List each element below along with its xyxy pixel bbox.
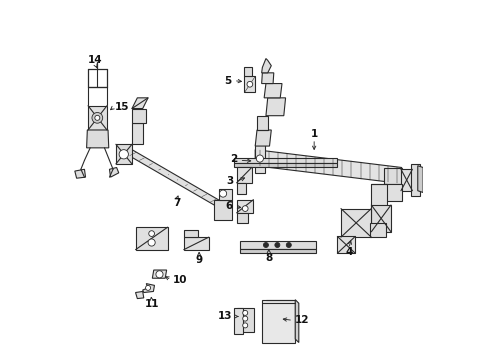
Polygon shape [233,163,337,167]
Text: 15: 15 [115,102,129,112]
Polygon shape [214,200,231,220]
Text: 5: 5 [224,76,231,86]
Text: 4: 4 [345,247,352,257]
Polygon shape [135,227,167,249]
Circle shape [274,243,279,248]
Polygon shape [132,98,148,109]
Polygon shape [132,109,146,123]
Text: 1: 1 [310,129,317,139]
Polygon shape [417,166,422,193]
Polygon shape [383,184,401,202]
Text: 3: 3 [226,176,233,186]
Text: 9: 9 [195,255,203,265]
Circle shape [242,323,247,328]
Polygon shape [244,67,252,76]
Circle shape [95,115,100,120]
Polygon shape [236,213,247,223]
Polygon shape [337,237,354,253]
Polygon shape [369,223,385,237]
Text: 13: 13 [218,311,232,321]
Circle shape [242,310,247,315]
Circle shape [285,243,291,248]
Circle shape [256,155,263,162]
Text: 10: 10 [172,275,187,285]
Circle shape [242,206,247,211]
Polygon shape [265,98,285,116]
Text: 12: 12 [294,315,308,325]
Circle shape [119,150,128,159]
Polygon shape [410,164,419,196]
Polygon shape [254,144,264,173]
Polygon shape [255,130,271,146]
Circle shape [148,239,155,246]
Polygon shape [236,200,253,213]
Polygon shape [135,292,143,298]
Bar [88,106,107,130]
Polygon shape [240,249,315,253]
Polygon shape [109,167,119,177]
Polygon shape [261,73,273,84]
Polygon shape [75,169,85,178]
Text: 14: 14 [88,55,102,65]
Circle shape [148,231,154,237]
Polygon shape [255,150,401,184]
Text: 6: 6 [225,201,232,211]
Circle shape [246,81,252,87]
Circle shape [219,190,226,197]
Polygon shape [264,84,282,98]
Polygon shape [183,237,208,249]
Polygon shape [233,158,337,163]
Polygon shape [152,270,166,278]
Polygon shape [116,144,132,164]
Polygon shape [183,230,198,237]
Polygon shape [236,183,246,194]
Polygon shape [86,130,108,148]
Polygon shape [233,307,242,334]
Circle shape [242,316,247,321]
Polygon shape [257,116,267,130]
Polygon shape [400,169,411,191]
Text: 7: 7 [173,198,180,208]
Polygon shape [383,168,401,184]
Polygon shape [219,189,231,200]
Bar [262,300,295,342]
Text: 8: 8 [264,252,272,262]
Circle shape [145,285,150,291]
Circle shape [92,112,102,123]
Circle shape [156,271,163,278]
Polygon shape [244,76,255,93]
Polygon shape [261,59,271,73]
Text: 11: 11 [144,299,159,309]
Text: 2: 2 [230,154,237,164]
Circle shape [263,243,268,248]
Polygon shape [124,150,221,205]
Polygon shape [370,205,390,232]
Polygon shape [236,167,251,183]
Polygon shape [295,300,298,342]
Polygon shape [340,208,370,237]
Polygon shape [142,284,154,293]
Bar [236,307,253,332]
Polygon shape [132,123,142,144]
Polygon shape [370,184,386,207]
Polygon shape [240,241,315,249]
